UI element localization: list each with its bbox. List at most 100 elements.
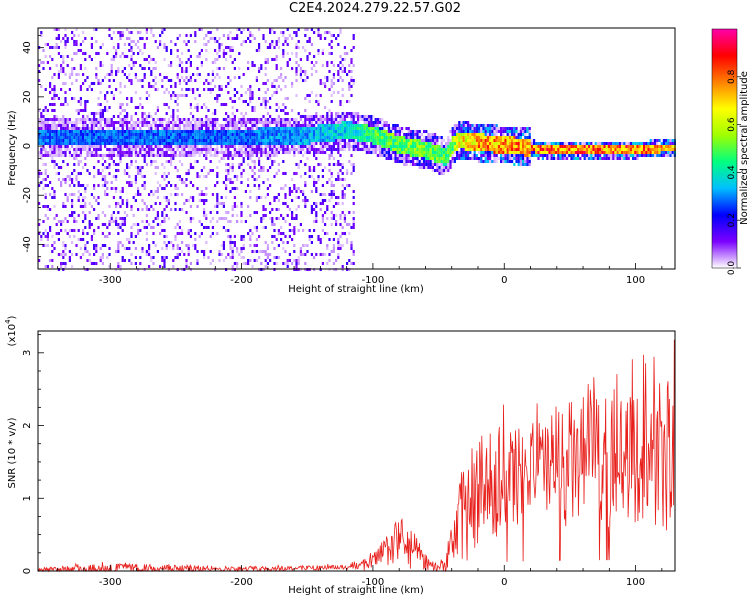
spectrogram-cell bbox=[40, 136, 43, 139]
spectrogram-cell bbox=[339, 124, 342, 127]
spectrogram-cell bbox=[227, 136, 230, 139]
spectrogram-cell bbox=[200, 136, 203, 139]
spectrogram-cell bbox=[346, 133, 349, 136]
spectrogram-cell bbox=[249, 40, 252, 43]
spectrogram-cell bbox=[341, 133, 344, 136]
spectrogram-cell bbox=[194, 79, 197, 82]
spectrogram-cell bbox=[310, 133, 313, 136]
spectrogram-cell bbox=[209, 133, 212, 136]
spectrogram-cell bbox=[84, 142, 87, 145]
spectrogram-cell bbox=[354, 139, 357, 142]
spectrogram-cell bbox=[304, 121, 307, 124]
spectrogram-cell bbox=[247, 148, 250, 151]
spectrogram-cell bbox=[561, 142, 564, 145]
spectrogram-cell bbox=[134, 199, 137, 202]
spectrogram-cell bbox=[137, 166, 140, 169]
spectrogram-cell bbox=[379, 142, 382, 145]
spectrogram-cell bbox=[533, 139, 536, 142]
spectrogram-cell bbox=[324, 130, 327, 133]
spectrogram-cell bbox=[297, 139, 300, 142]
spectrogram-cell bbox=[148, 82, 151, 85]
spectrogram-cell bbox=[137, 142, 140, 145]
spectrogram-cell bbox=[284, 40, 287, 43]
spectrogram-cell bbox=[181, 250, 184, 253]
spectrogram-cell bbox=[407, 157, 410, 160]
spectrogram-cell bbox=[469, 130, 472, 133]
spectrogram-cell bbox=[570, 151, 573, 154]
spectrogram-cell bbox=[216, 232, 219, 235]
spectrogram-cell bbox=[341, 70, 344, 73]
spectrogram-cell bbox=[55, 127, 58, 130]
spectrogram-cell bbox=[511, 154, 514, 157]
spectrogram-cell bbox=[343, 130, 346, 133]
spectrogram-cell bbox=[137, 139, 140, 142]
spectrogram-cell bbox=[343, 121, 346, 124]
spectrogram-cell bbox=[165, 247, 168, 250]
spectrogram-cell bbox=[249, 238, 252, 241]
spectrogram-cell bbox=[71, 70, 74, 73]
spectrogram-cell bbox=[363, 115, 366, 118]
spectrogram-cell bbox=[522, 148, 525, 151]
spectrogram-cell bbox=[119, 130, 122, 133]
spectrogram-cell bbox=[436, 160, 439, 163]
spectrogram-cell bbox=[95, 118, 98, 121]
spectrogram-cell bbox=[537, 157, 540, 160]
spectrogram-cell bbox=[354, 133, 357, 136]
spectrogram-cell bbox=[480, 154, 483, 157]
spectrogram-cell bbox=[436, 163, 439, 166]
spectrogram-cell bbox=[264, 124, 267, 127]
spectrogram-cell bbox=[150, 205, 153, 208]
spectrogram-cell bbox=[64, 154, 67, 157]
spectrogram-cell bbox=[117, 145, 120, 148]
spectrogram-cell bbox=[260, 118, 263, 121]
spectrogram-cell bbox=[405, 136, 408, 139]
spectrogram-cell bbox=[192, 124, 195, 127]
spectrogram-cell bbox=[216, 220, 219, 223]
spectrogram-cell bbox=[319, 136, 322, 139]
spectrogram-cell bbox=[64, 46, 67, 49]
spectrogram-cell bbox=[44, 106, 47, 109]
spectrogram-cell bbox=[150, 70, 153, 73]
spectrogram-cell bbox=[82, 127, 85, 130]
spectrogram-cell bbox=[101, 109, 104, 112]
spectrogram-cell bbox=[427, 133, 430, 136]
spectrogram-cell bbox=[563, 157, 566, 160]
spectrogram-cell bbox=[436, 169, 439, 172]
spectrogram-cell bbox=[464, 121, 467, 124]
spectrogram-cell bbox=[150, 259, 153, 262]
spectrogram-cell bbox=[242, 160, 245, 163]
spectrogram-cell bbox=[286, 118, 289, 121]
spectrogram-cell bbox=[192, 136, 195, 139]
spectrogram-cell bbox=[315, 100, 318, 103]
spectrogram-cell bbox=[214, 97, 217, 100]
spectrogram-cell bbox=[282, 136, 285, 139]
spectrogram-cell bbox=[187, 145, 190, 148]
spectrogram-cell bbox=[44, 136, 47, 139]
spectrogram-cell bbox=[156, 46, 159, 49]
spectrogram-cell bbox=[205, 154, 208, 157]
spectrogram-cell bbox=[132, 145, 135, 148]
spectrogram-cell bbox=[280, 139, 283, 142]
spectrogram-cell bbox=[253, 142, 256, 145]
spectrogram-cell bbox=[539, 154, 542, 157]
spectrogram-cell bbox=[304, 109, 307, 112]
spectrogram-cell bbox=[233, 148, 236, 151]
spectrogram-cell bbox=[405, 160, 408, 163]
spectrogram-cell bbox=[196, 151, 199, 154]
spectrogram-cell bbox=[196, 127, 199, 130]
spectrogram-cell bbox=[398, 154, 401, 157]
spectrogram-cell bbox=[159, 136, 162, 139]
spectrogram-cell bbox=[330, 40, 333, 43]
spectrogram-cell bbox=[519, 160, 522, 163]
spectrogram-cell bbox=[453, 130, 456, 133]
spectrogram-cell bbox=[497, 148, 500, 151]
spectrogram-cell bbox=[154, 82, 157, 85]
spectrogram-cells bbox=[38, 28, 676, 271]
spectrogram-cell bbox=[231, 265, 234, 268]
spectrogram-cell bbox=[126, 121, 129, 124]
spectrogram-cell bbox=[253, 121, 256, 124]
spectrogram-cell bbox=[231, 106, 234, 109]
spectrogram-cell bbox=[240, 163, 243, 166]
spectrogram-cell bbox=[502, 145, 505, 148]
spectrogram-cell bbox=[319, 148, 322, 151]
